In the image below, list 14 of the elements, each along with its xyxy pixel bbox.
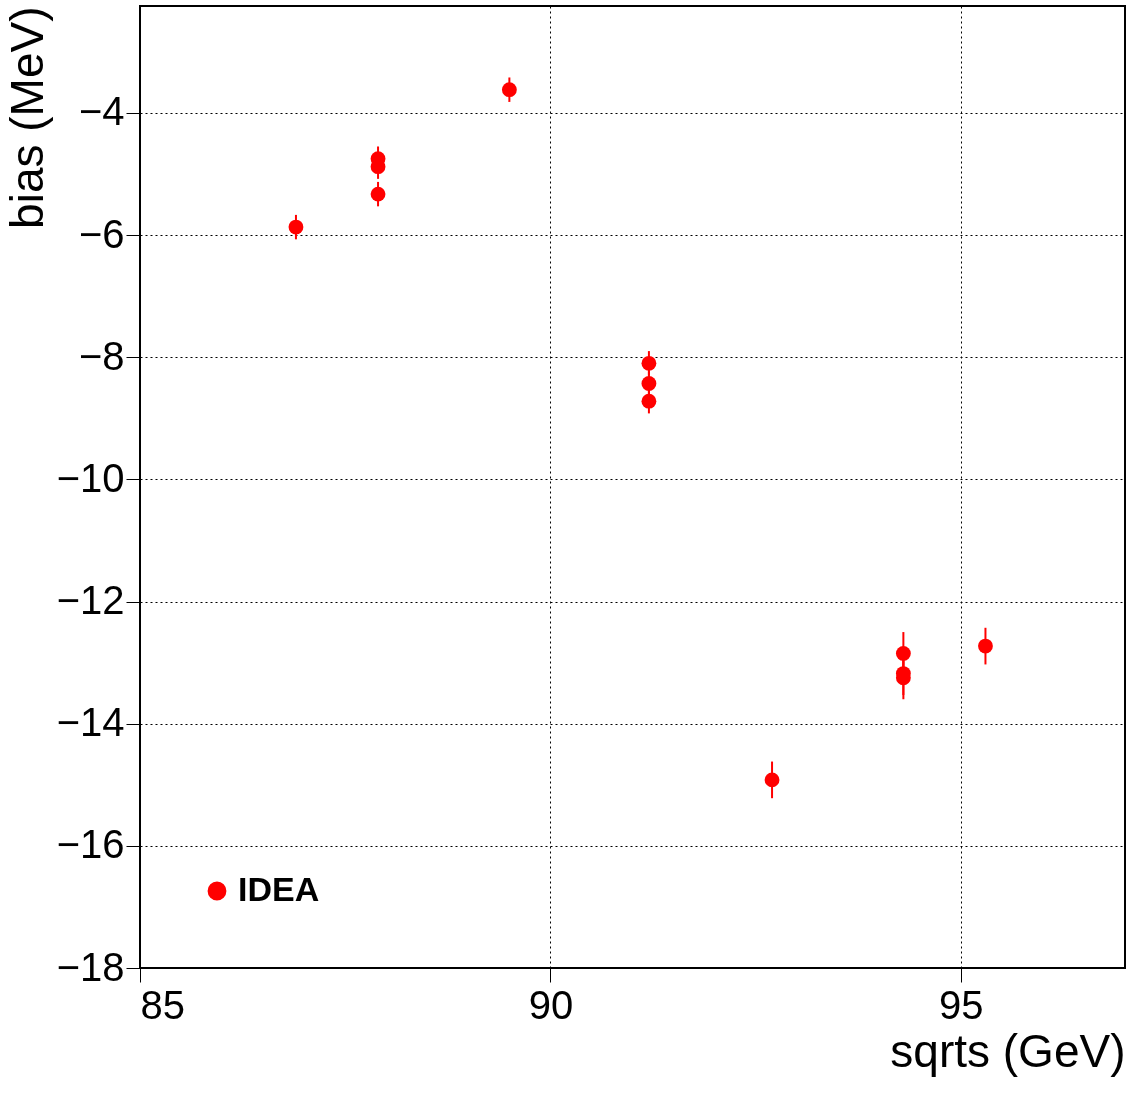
x-tick-label: 95 bbox=[939, 982, 984, 1027]
y-tick-label: −6 bbox=[78, 211, 125, 256]
y-tick-label: −14 bbox=[56, 700, 125, 745]
y-tick-label: −16 bbox=[56, 822, 125, 867]
y-tick-label: −18 bbox=[56, 944, 125, 989]
x-tick-label: 90 bbox=[528, 982, 574, 1027]
y-tick-label: −4 bbox=[78, 89, 125, 134]
y-axis-title: bias (MeV) bbox=[0, 6, 53, 229]
legend-label: IDEA bbox=[238, 870, 320, 908]
x-tick-label: 85 bbox=[140, 982, 185, 1027]
x-axis-title: sqrts (GeV) bbox=[890, 1024, 1126, 1077]
y-tick-label: −10 bbox=[56, 455, 125, 500]
y-tick-label: −8 bbox=[78, 333, 125, 378]
y-tick-label: −12 bbox=[56, 578, 125, 623]
